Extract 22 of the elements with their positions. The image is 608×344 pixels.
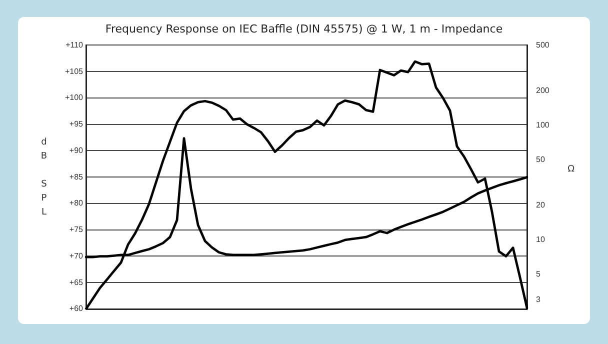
y-tick-label: +70 (69, 251, 84, 260)
y2-tick-label: 5 (536, 270, 541, 279)
text: dB SPL (40, 137, 48, 218)
y2-axis-title: Ω (568, 164, 575, 174)
y-tick-label: +90 (69, 146, 84, 155)
y-tick-label: +75 (69, 225, 84, 234)
y-tick-label: +80 (69, 198, 84, 208)
y-tick-label: +110 (66, 40, 84, 50)
y-tick-label: +85 (69, 172, 84, 182)
y2-tick-label: 10 (536, 235, 546, 244)
y2-tick-label: 20 (536, 200, 546, 210)
y-tick-label: +105 (64, 66, 84, 76)
y2-tick-label: 50 (536, 155, 546, 164)
y-tick-label: +100 (64, 93, 84, 102)
y-tick-label: +95 (69, 120, 84, 129)
y2-tick-label: 200 (536, 86, 550, 96)
chart-title: Frequency Response on IEC Baffle (DIN 45575) @ 1 W, 1 m - Impedance (105, 22, 503, 36)
y2-tick-label: 100 (536, 120, 550, 130)
y2-tick-label: 500 (536, 40, 550, 50)
y-tick-label: +65 (69, 278, 84, 287)
y-tick-label: +60 (69, 304, 84, 314)
y2-tick-label: 3 (536, 295, 541, 304)
